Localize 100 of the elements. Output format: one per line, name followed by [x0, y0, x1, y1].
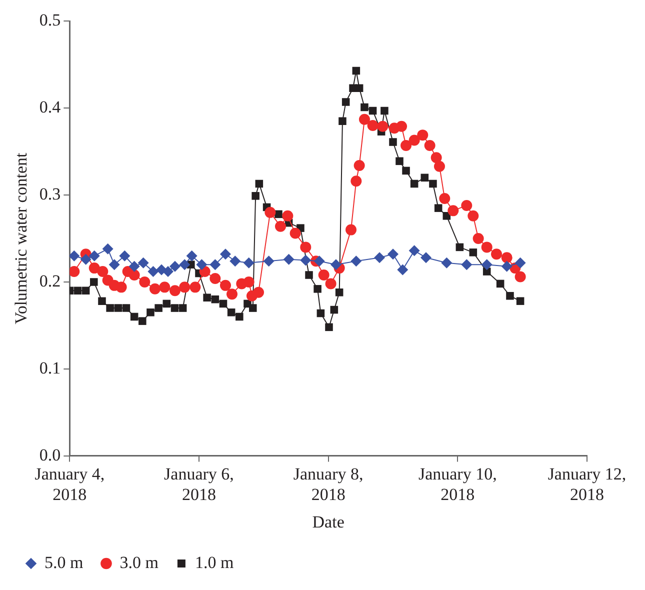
point: [162, 300, 171, 308]
point: [472, 233, 484, 244]
point: [178, 304, 187, 312]
point: [377, 120, 388, 132]
point: [282, 210, 294, 222]
point: [330, 259, 342, 270]
point: [420, 252, 432, 264]
y-tick-label: 0.2: [39, 271, 61, 290]
point: [408, 134, 420, 146]
point: [448, 205, 459, 216]
point: [274, 220, 286, 232]
point: [219, 300, 228, 308]
point: [481, 242, 492, 253]
point: [380, 106, 388, 115]
point: [227, 308, 236, 316]
point: [305, 271, 313, 279]
legend-label: 5.0 m: [44, 552, 84, 572]
y-tick-label: 0.5: [39, 10, 61, 30]
point: [139, 276, 150, 288]
point: [236, 312, 244, 321]
point: [352, 66, 360, 75]
point: [154, 304, 162, 312]
point: [169, 260, 180, 272]
point: [252, 192, 260, 200]
point: [80, 254, 92, 265]
point: [367, 120, 378, 132]
point: [179, 282, 190, 293]
point: [374, 252, 386, 264]
point: [122, 304, 130, 312]
point: [97, 266, 108, 278]
point: [318, 270, 330, 281]
point: [338, 117, 346, 126]
point: [420, 174, 429, 182]
point: [346, 224, 357, 236]
point: [138, 257, 149, 268]
point: [350, 256, 362, 267]
point: [82, 286, 90, 295]
point: [170, 304, 179, 312]
point: [90, 278, 98, 286]
y-axis-title: Volumetric water content: [12, 152, 31, 324]
point: [169, 285, 180, 296]
point: [434, 160, 445, 172]
point: [396, 120, 408, 132]
point: [148, 266, 159, 278]
point: [190, 282, 201, 293]
point: [159, 282, 170, 293]
point: [342, 98, 350, 106]
point: [325, 278, 336, 290]
point: [149, 283, 160, 294]
point: [456, 243, 464, 252]
x-tick-label: January 12, 2018: [548, 464, 626, 504]
point: [300, 242, 312, 253]
point: [314, 256, 325, 267]
point: [264, 206, 276, 218]
point: [314, 285, 322, 293]
point: [114, 304, 122, 312]
point: [196, 259, 208, 270]
y-tick-label: 0.4: [39, 98, 62, 117]
point: [368, 106, 377, 115]
point: [119, 250, 130, 262]
point: [220, 280, 231, 291]
point: [210, 259, 221, 270]
point: [211, 295, 220, 304]
point: [70, 250, 80, 262]
point: [417, 130, 428, 141]
point: [441, 257, 452, 268]
point: [290, 228, 301, 239]
point: [389, 138, 397, 146]
x-tick-label: January 4, 2018: [34, 464, 105, 504]
y-tick-label: 0.1: [39, 358, 61, 378]
point: [355, 84, 364, 92]
point: [506, 292, 514, 300]
point: [501, 252, 512, 264]
point: [116, 282, 127, 293]
legend-label: 1.0 m: [194, 552, 234, 572]
point: [461, 259, 472, 270]
point: [226, 288, 238, 300]
point: [210, 272, 221, 284]
point: [491, 248, 502, 260]
point: [434, 204, 442, 212]
point: [410, 180, 418, 188]
point: [106, 304, 114, 312]
x-tick-label: January 10, 2018: [418, 464, 497, 504]
point: [263, 256, 274, 267]
point: [255, 180, 264, 188]
point: [514, 257, 526, 268]
point: [252, 286, 264, 298]
point: [74, 286, 82, 295]
y-tick-label: 0.3: [39, 184, 61, 204]
point: [88, 250, 100, 262]
point: [360, 103, 368, 112]
point: [248, 304, 257, 312]
point: [243, 276, 254, 288]
point: [350, 176, 362, 187]
y-tick-label: 0.0: [39, 445, 61, 464]
point: [400, 140, 412, 151]
point: [335, 288, 344, 296]
legend-label: 3.0 m: [120, 552, 158, 572]
point: [430, 152, 442, 164]
point: [468, 210, 479, 222]
